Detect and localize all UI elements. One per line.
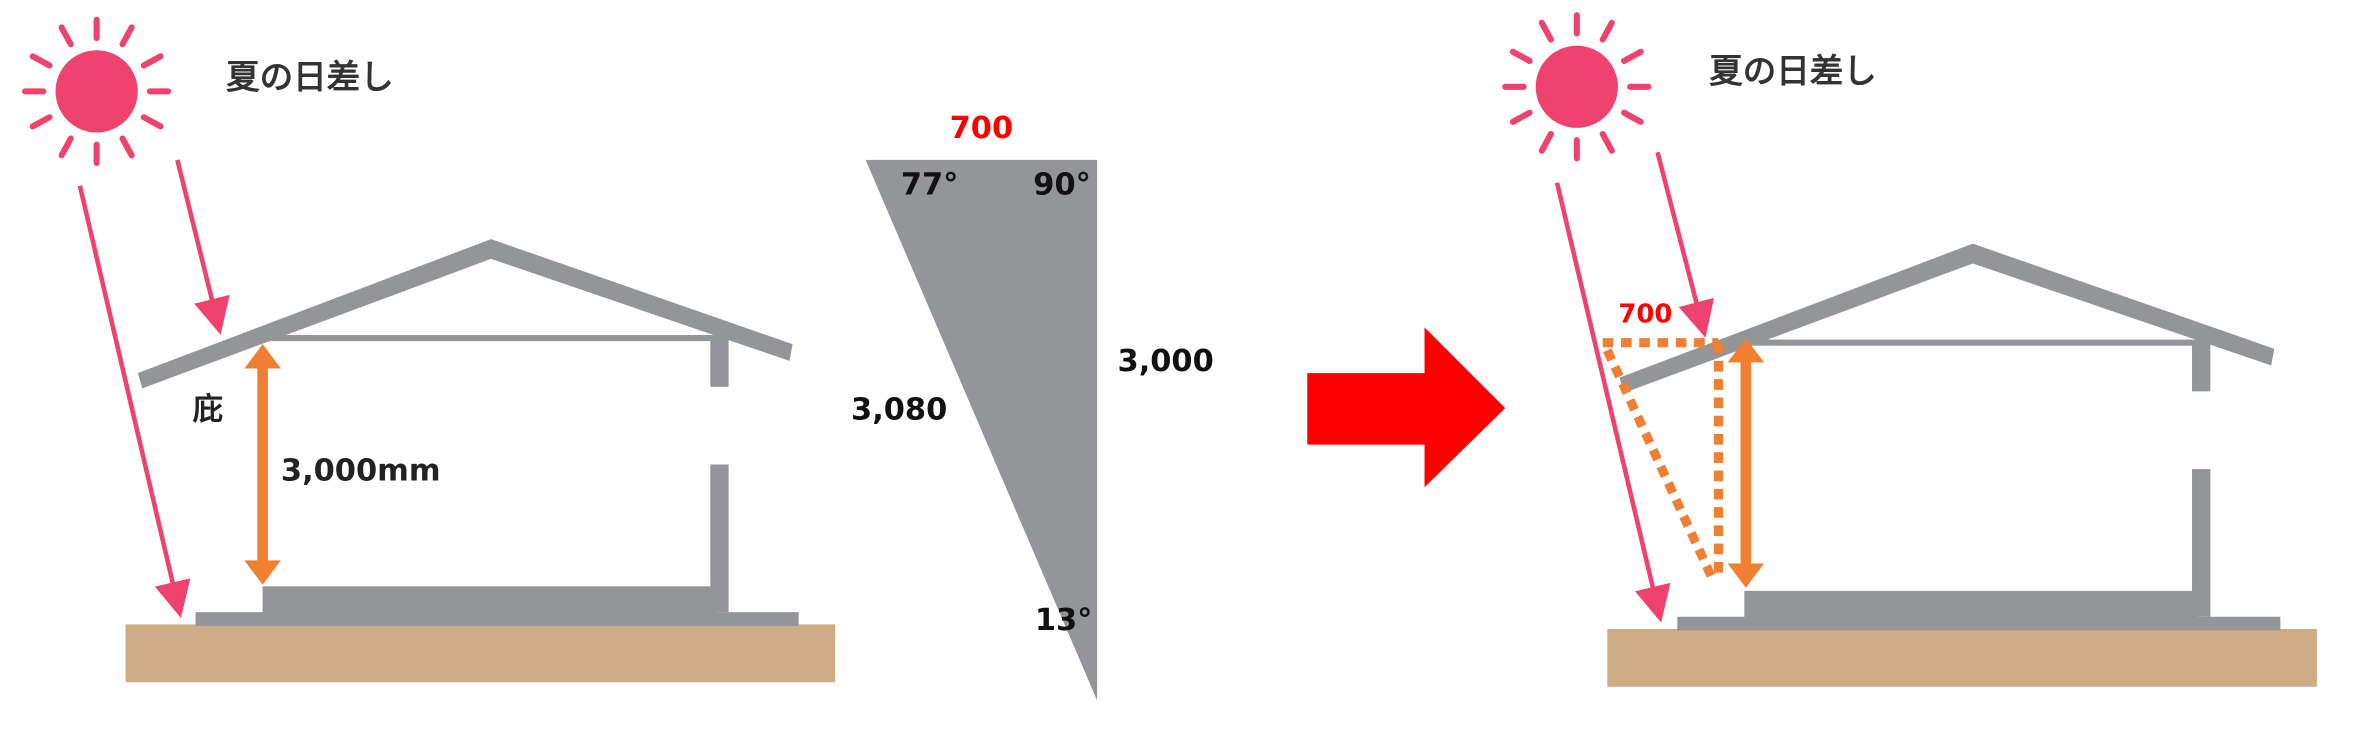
angle-label: 90° [1033, 167, 1091, 202]
house [125, 239, 836, 683]
sun [1505, 15, 1648, 158]
triangle: 700 77° 90° 3,000 3,080 13° [851, 111, 1214, 701]
right-panel: 夏の日差し 700 [1505, 15, 2317, 687]
arrow-head [1727, 563, 1765, 588]
angle-label: 13° [1035, 603, 1093, 638]
angle-label: 77° [901, 167, 959, 202]
overhang-label: 700 [1618, 300, 1672, 330]
arrow-head [244, 344, 281, 369]
side-label: 3,000 [1118, 344, 1214, 379]
sun-ray [1554, 182, 1671, 623]
height-label: 3,000mm [281, 454, 441, 489]
sun-ray [175, 159, 230, 335]
triangle-shape [865, 159, 1098, 701]
sun-ray [77, 185, 191, 619]
arrow-head [1727, 338, 1765, 363]
title: 夏の日差し [1709, 52, 1877, 91]
top-label: 700 [950, 111, 1014, 146]
overhang-guide [1602, 338, 1724, 581]
side-label: 3,080 [851, 393, 947, 428]
arrow-head [244, 560, 281, 585]
title: 夏の日差し [226, 58, 394, 97]
house [1607, 243, 2317, 687]
sun [25, 20, 168, 163]
sun-ray [1655, 151, 1715, 338]
eave-label: 庇 [193, 393, 223, 428]
left-panel: 夏の日差し 庇 3,000mm [25, 20, 836, 683]
red-arrow [1307, 327, 1506, 488]
